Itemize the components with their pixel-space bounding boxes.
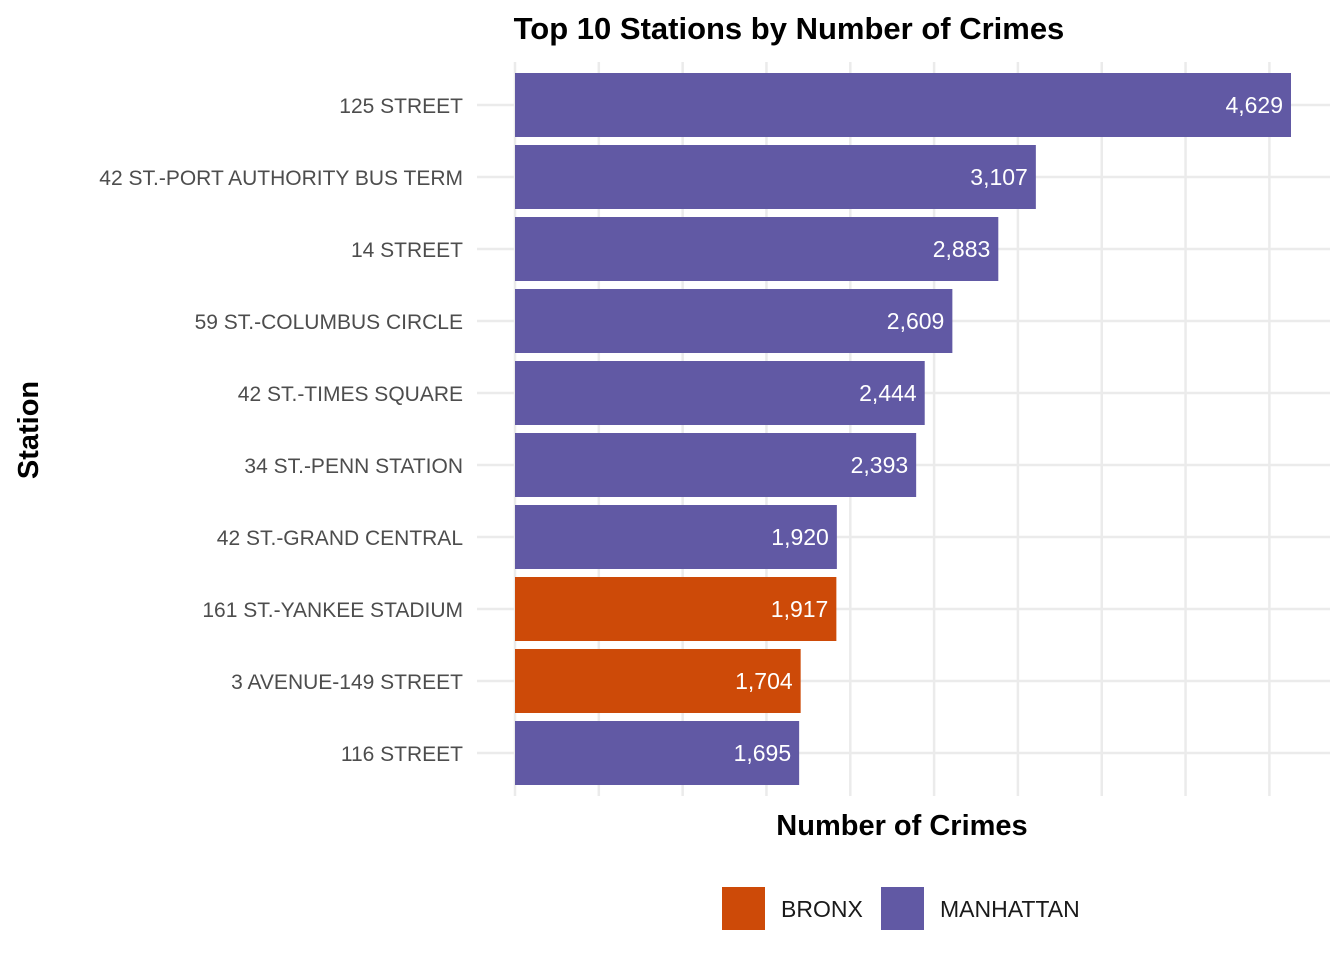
bar	[515, 721, 800, 785]
y-tick-label: 161 ST.-YANKEE STADIUM	[202, 599, 463, 622]
y-tick-label: 34 ST.-PENN STATION	[244, 455, 463, 478]
bar	[515, 649, 801, 713]
bar-value-label: 1,917	[771, 596, 829, 622]
bar	[515, 505, 837, 569]
y-tick-label: 42 ST.-PORT AUTHORITY BUS TERM	[99, 167, 463, 190]
y-tick-label: 42 ST.-TIMES SQUARE	[238, 383, 463, 406]
legend-swatch-manhattan	[881, 887, 924, 930]
legend-label-manhattan: MANHATTAN	[940, 896, 1080, 922]
bar	[515, 145, 1036, 209]
bar	[515, 433, 917, 497]
bar	[515, 577, 837, 641]
legend: BRONX MANHATTAN	[722, 887, 1080, 930]
y-tick-labels: 125 STREET 42 ST.-PORT AUTHORITY BUS TERM…	[99, 95, 463, 766]
y-tick-label: 125 STREET	[339, 95, 463, 118]
y-tick-label: 3 AVENUE-149 STREET	[231, 671, 463, 694]
bar-value-label: 3,107	[970, 164, 1028, 190]
y-tick-label: 59 ST.-COLUMBUS CIRCLE	[195, 311, 463, 334]
bar-value-label: 4,629	[1225, 92, 1283, 118]
bar-value-label: 2,883	[933, 236, 991, 262]
legend-label-bronx: BRONX	[781, 896, 863, 922]
bar-value-label: 1,920	[771, 524, 829, 550]
y-tick-label: 42 ST.-GRAND CENTRAL	[217, 527, 463, 550]
bar	[515, 289, 953, 353]
y-tick-label: 14 STREET	[351, 239, 463, 262]
bar	[515, 361, 925, 425]
y-tick-label: 116 STREET	[341, 743, 463, 766]
bar-value-label: 1,695	[734, 740, 792, 766]
legend-swatch-bronx	[722, 887, 765, 930]
bar-value-label: 2,393	[851, 452, 909, 478]
bar-value-label: 2,444	[859, 380, 917, 406]
bars: 4,629 3,107 2,883 2,609 2,444 2,393 1,920 1,917…	[515, 73, 1291, 785]
x-axis-title: Number of Crimes	[776, 810, 1027, 842]
chart-title: Top 10 Stations by Number of Crimes	[514, 11, 1065, 46]
bar-value-label: 1,704	[735, 668, 793, 694]
bar	[515, 73, 1291, 137]
bar	[515, 217, 999, 281]
bar-value-label: 2,609	[887, 308, 945, 334]
y-axis-title: Station	[13, 381, 45, 479]
